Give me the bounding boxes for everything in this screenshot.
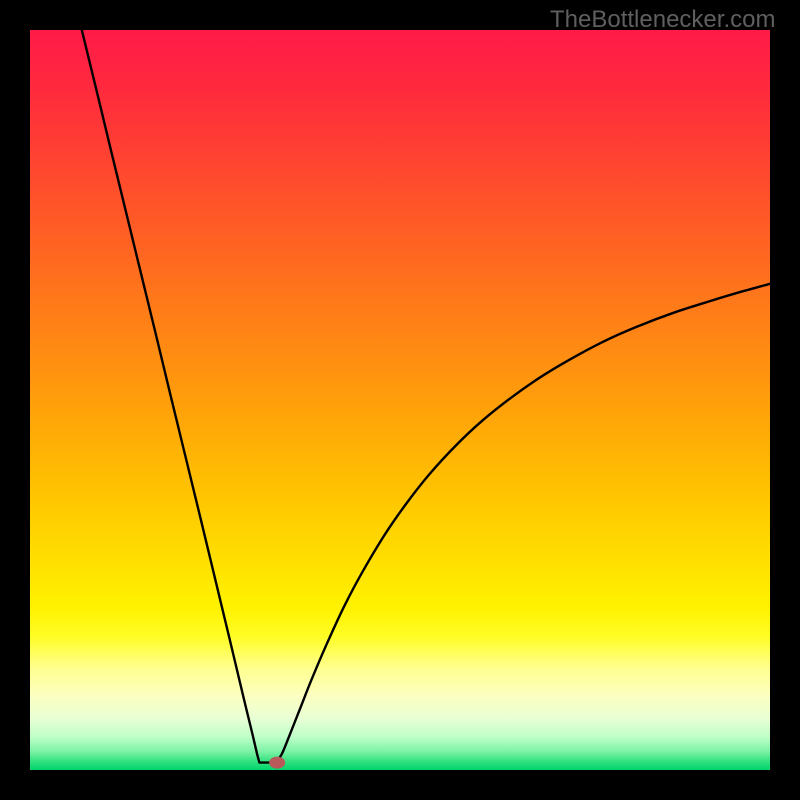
bottleneck-chart: TheBottlenecker.com xyxy=(0,0,800,800)
watermark-text: TheBottlenecker.com xyxy=(550,6,775,34)
plot-background xyxy=(30,30,770,770)
chart-canvas xyxy=(0,0,800,800)
optimum-marker xyxy=(269,757,285,769)
